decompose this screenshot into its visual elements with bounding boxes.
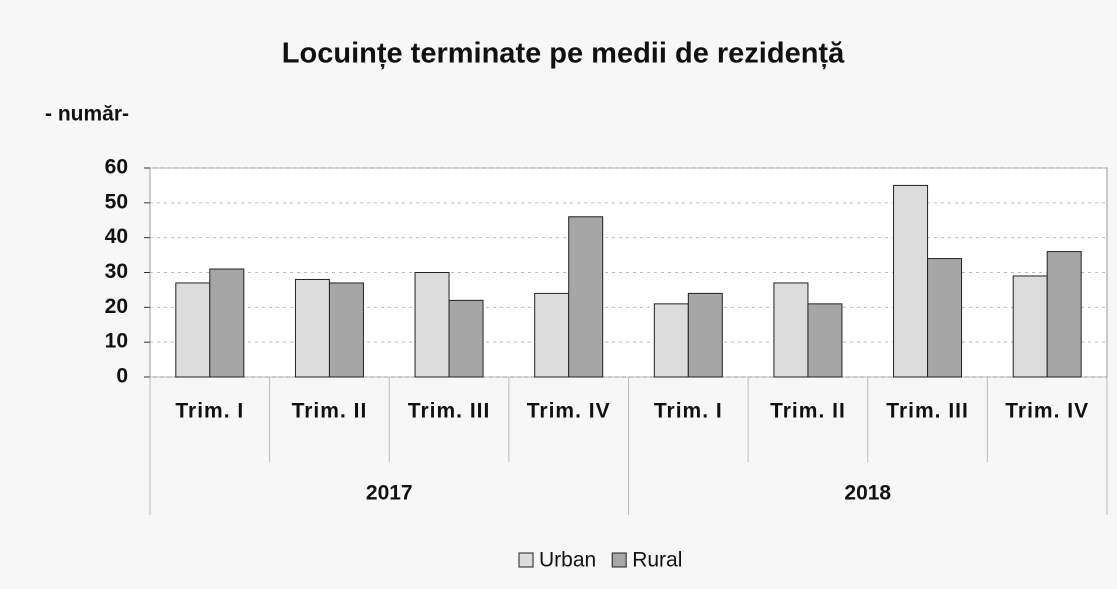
bar — [414, 272, 450, 378]
y-tick-label: 40 — [105, 225, 128, 248]
bar — [687, 292, 723, 378]
bar — [773, 282, 809, 378]
legend-swatch — [611, 552, 627, 568]
y-tick-label: 50 — [105, 190, 128, 213]
x-tick-label: Trim. II — [292, 400, 368, 423]
group-label: 2018 — [844, 482, 891, 505]
y-tick-label: 0 — [116, 365, 128, 388]
bar — [1046, 251, 1082, 378]
legend-label: Urban — [539, 549, 596, 572]
bar — [534, 292, 570, 378]
y-tick-label: 10 — [105, 330, 128, 353]
y-tick-label: 30 — [105, 260, 128, 283]
bar — [927, 258, 963, 378]
x-tick-label: Trim. II — [770, 400, 846, 423]
y-tick-label: 20 — [105, 295, 128, 318]
bar — [294, 278, 330, 378]
y-tick-label: 60 — [105, 156, 128, 179]
bar — [653, 303, 689, 378]
bar — [328, 282, 364, 378]
bar — [448, 299, 484, 378]
x-tick-label: Trim. I — [175, 400, 244, 423]
x-tick-label: Trim. III — [408, 400, 491, 423]
bar — [209, 268, 245, 378]
bar — [807, 303, 843, 378]
legend-label: Rural — [632, 549, 682, 572]
bar — [175, 282, 211, 378]
x-tick-label: Trim. IV — [527, 400, 611, 423]
x-tick-label: Trim. IV — [1005, 400, 1089, 423]
chart-title: Locuințe terminate pe medii de rezidență — [282, 38, 845, 70]
x-tick-label: Trim. I — [654, 400, 723, 423]
bar — [893, 184, 929, 378]
subtitle: - număr- — [45, 103, 129, 126]
x-tick-label: Trim. III — [886, 400, 969, 423]
bar — [1012, 275, 1048, 378]
bar — [568, 216, 604, 378]
group-label: 2017 — [366, 482, 413, 505]
legend-swatch — [518, 552, 534, 568]
